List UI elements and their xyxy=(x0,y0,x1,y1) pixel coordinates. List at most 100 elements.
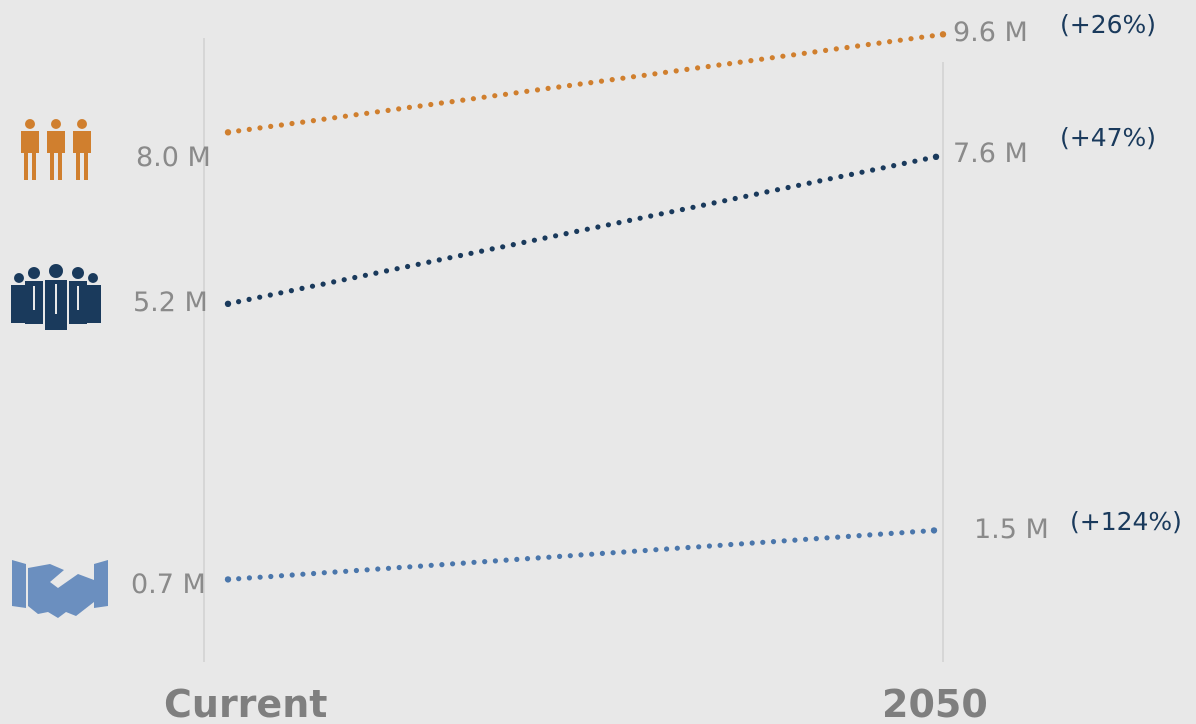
navy-change-label: (+47%) xyxy=(1060,123,1156,152)
navy-line-dot xyxy=(426,259,432,265)
navy-line-dot xyxy=(870,167,876,173)
navy-line-dot xyxy=(637,215,643,221)
orange-line-dot xyxy=(620,75,626,81)
navy-line-dot xyxy=(880,165,886,171)
orange-2050-label: 9.6 M xyxy=(953,17,1028,48)
navy-2050-label: 7.6 M xyxy=(953,138,1028,169)
navy-line-dot xyxy=(785,184,791,191)
orange-line-dot xyxy=(727,61,733,67)
navy-line-dot xyxy=(531,237,538,243)
navy-line-dot xyxy=(309,283,316,289)
orange-line-dot xyxy=(598,78,605,84)
orange-line-dot xyxy=(588,80,594,86)
navy-line-dot xyxy=(891,163,897,169)
navy-line-dot xyxy=(796,182,802,188)
orange-line-dot xyxy=(684,66,690,72)
blue-2050-label: 1.5 M xyxy=(974,514,1049,545)
orange-line-dot xyxy=(630,74,637,80)
orange-line-dot xyxy=(438,100,444,106)
navy-line-dot xyxy=(848,171,855,177)
blue-line-dot xyxy=(471,559,477,565)
orange-line-dot xyxy=(748,58,754,64)
orange-line-dot xyxy=(396,106,402,112)
orange-line-dot xyxy=(236,128,242,134)
blue-line-dot xyxy=(514,556,520,563)
blue-line-dot xyxy=(385,565,392,571)
orange-line-dot xyxy=(374,109,380,115)
blue-line-dot xyxy=(813,536,819,542)
blue-change-label: (+124%) xyxy=(1070,507,1182,536)
blue-line-dot xyxy=(375,566,381,572)
blue-line-dot xyxy=(770,539,777,545)
people-icon xyxy=(21,119,91,180)
navy-line-dot xyxy=(827,176,833,182)
orange-line-dot xyxy=(662,69,669,75)
navy-line-dot xyxy=(341,277,347,283)
x-tick-2050: 2050 xyxy=(882,682,988,724)
navy-line-dot xyxy=(320,281,326,287)
orange-line-dot xyxy=(481,94,487,100)
blue-line-dot xyxy=(599,550,606,557)
navy-line-dot xyxy=(838,173,844,180)
blue-line-dot xyxy=(503,557,509,563)
navy-line-dot xyxy=(901,160,907,166)
orange-line-dot xyxy=(342,113,348,119)
orange-line-dot xyxy=(321,116,327,122)
blue-line-dot xyxy=(460,560,466,566)
orange-point-2050 xyxy=(939,31,947,38)
blue-line-dot xyxy=(749,540,755,546)
navy-line-dot xyxy=(817,178,823,184)
orange-line-dot xyxy=(833,46,839,52)
blue-line-dot xyxy=(696,544,702,550)
orange-line-dot xyxy=(289,120,295,127)
orange-line-dot xyxy=(844,44,850,51)
blue-line-dot xyxy=(535,555,541,561)
navy-point-2050 xyxy=(932,153,940,160)
navy-line-dot xyxy=(278,290,284,296)
navy-line-dot xyxy=(605,222,612,228)
orange-current-label: 8.0 M xyxy=(136,142,211,173)
navy-line-dot xyxy=(352,274,358,281)
navy-line-dot xyxy=(468,250,474,256)
blue-line-dot xyxy=(706,543,713,549)
navy-line-dot xyxy=(415,261,421,267)
navy-line-dot xyxy=(457,252,464,259)
blue-line-dot xyxy=(910,529,916,535)
blue-line-dot xyxy=(899,530,905,536)
navy-line-dot xyxy=(627,217,633,223)
navy-line-dot xyxy=(658,211,664,217)
orange-line-dot xyxy=(823,47,829,54)
blue-line-dot xyxy=(450,561,456,567)
blue-line-dot xyxy=(803,536,809,542)
navy-line-dot xyxy=(257,294,263,300)
blue-line-dot xyxy=(311,570,317,577)
blue-line-dot xyxy=(278,573,285,579)
navy-line-dot xyxy=(299,285,305,291)
series-lines xyxy=(224,31,947,583)
blue-line-dot xyxy=(664,546,670,552)
blue-line-dot xyxy=(920,528,926,534)
blue-line-dot xyxy=(567,553,573,559)
orange-line-dot xyxy=(300,119,306,125)
orange-line-dot xyxy=(534,87,541,93)
navy-line-dot xyxy=(753,191,760,197)
navy-line-dot xyxy=(489,246,495,252)
orange-line-dot xyxy=(513,90,519,96)
navy-line-dot xyxy=(447,255,453,261)
blue-line-dot xyxy=(332,569,338,575)
orange-line-dot xyxy=(652,71,658,77)
blue-line-dot xyxy=(867,532,873,538)
blue-line-dot xyxy=(343,568,349,574)
orange-line-dot xyxy=(887,39,893,45)
blue-line-dot xyxy=(321,570,327,576)
blue-line-dot xyxy=(781,538,787,544)
blue-line-dot xyxy=(610,550,616,556)
blue-line-dot xyxy=(353,567,359,574)
orange-line-dot xyxy=(780,53,786,59)
navy-line-dot xyxy=(436,257,442,263)
blue-line-dot xyxy=(492,558,498,564)
blue-line-dot xyxy=(439,562,445,568)
blue-current-label: 0.7 M xyxy=(131,569,206,600)
handshake-icon xyxy=(12,560,108,618)
